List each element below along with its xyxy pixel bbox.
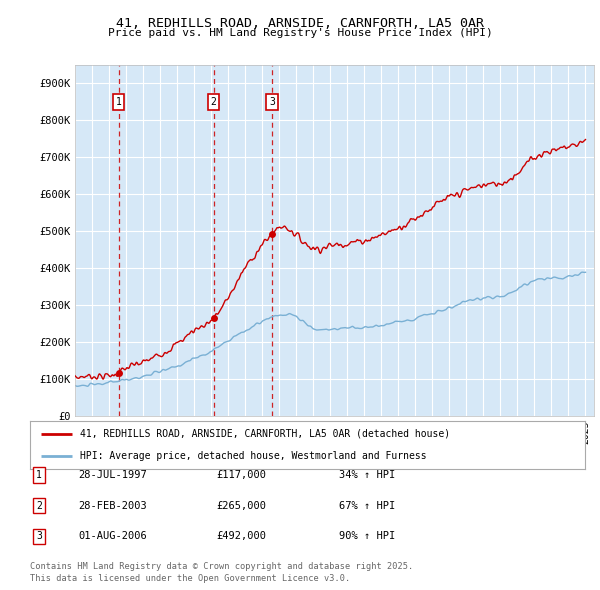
Text: 41, REDHILLS ROAD, ARNSIDE, CARNFORTH, LA5 0AR (detached house): 41, REDHILLS ROAD, ARNSIDE, CARNFORTH, L… [80, 429, 450, 439]
Text: 3: 3 [36, 532, 42, 541]
Text: £492,000: £492,000 [216, 532, 266, 541]
Text: 1: 1 [36, 470, 42, 480]
Text: 1: 1 [116, 97, 122, 107]
Text: 2: 2 [211, 97, 217, 107]
Text: 01-AUG-2006: 01-AUG-2006 [78, 532, 147, 541]
Text: 28-JUL-1997: 28-JUL-1997 [78, 470, 147, 480]
Text: 2: 2 [36, 501, 42, 510]
Text: £117,000: £117,000 [216, 470, 266, 480]
Text: £265,000: £265,000 [216, 501, 266, 510]
Text: 34% ↑ HPI: 34% ↑ HPI [339, 470, 395, 480]
Text: Price paid vs. HM Land Registry's House Price Index (HPI): Price paid vs. HM Land Registry's House … [107, 28, 493, 38]
Text: 90% ↑ HPI: 90% ↑ HPI [339, 532, 395, 541]
Text: Contains HM Land Registry data © Crown copyright and database right 2025.
This d: Contains HM Land Registry data © Crown c… [30, 562, 413, 583]
Text: 67% ↑ HPI: 67% ↑ HPI [339, 501, 395, 510]
Text: 41, REDHILLS ROAD, ARNSIDE, CARNFORTH, LA5 0AR: 41, REDHILLS ROAD, ARNSIDE, CARNFORTH, L… [116, 17, 484, 30]
Text: 28-FEB-2003: 28-FEB-2003 [78, 501, 147, 510]
Text: HPI: Average price, detached house, Westmorland and Furness: HPI: Average price, detached house, West… [80, 451, 427, 461]
Text: 3: 3 [269, 97, 275, 107]
